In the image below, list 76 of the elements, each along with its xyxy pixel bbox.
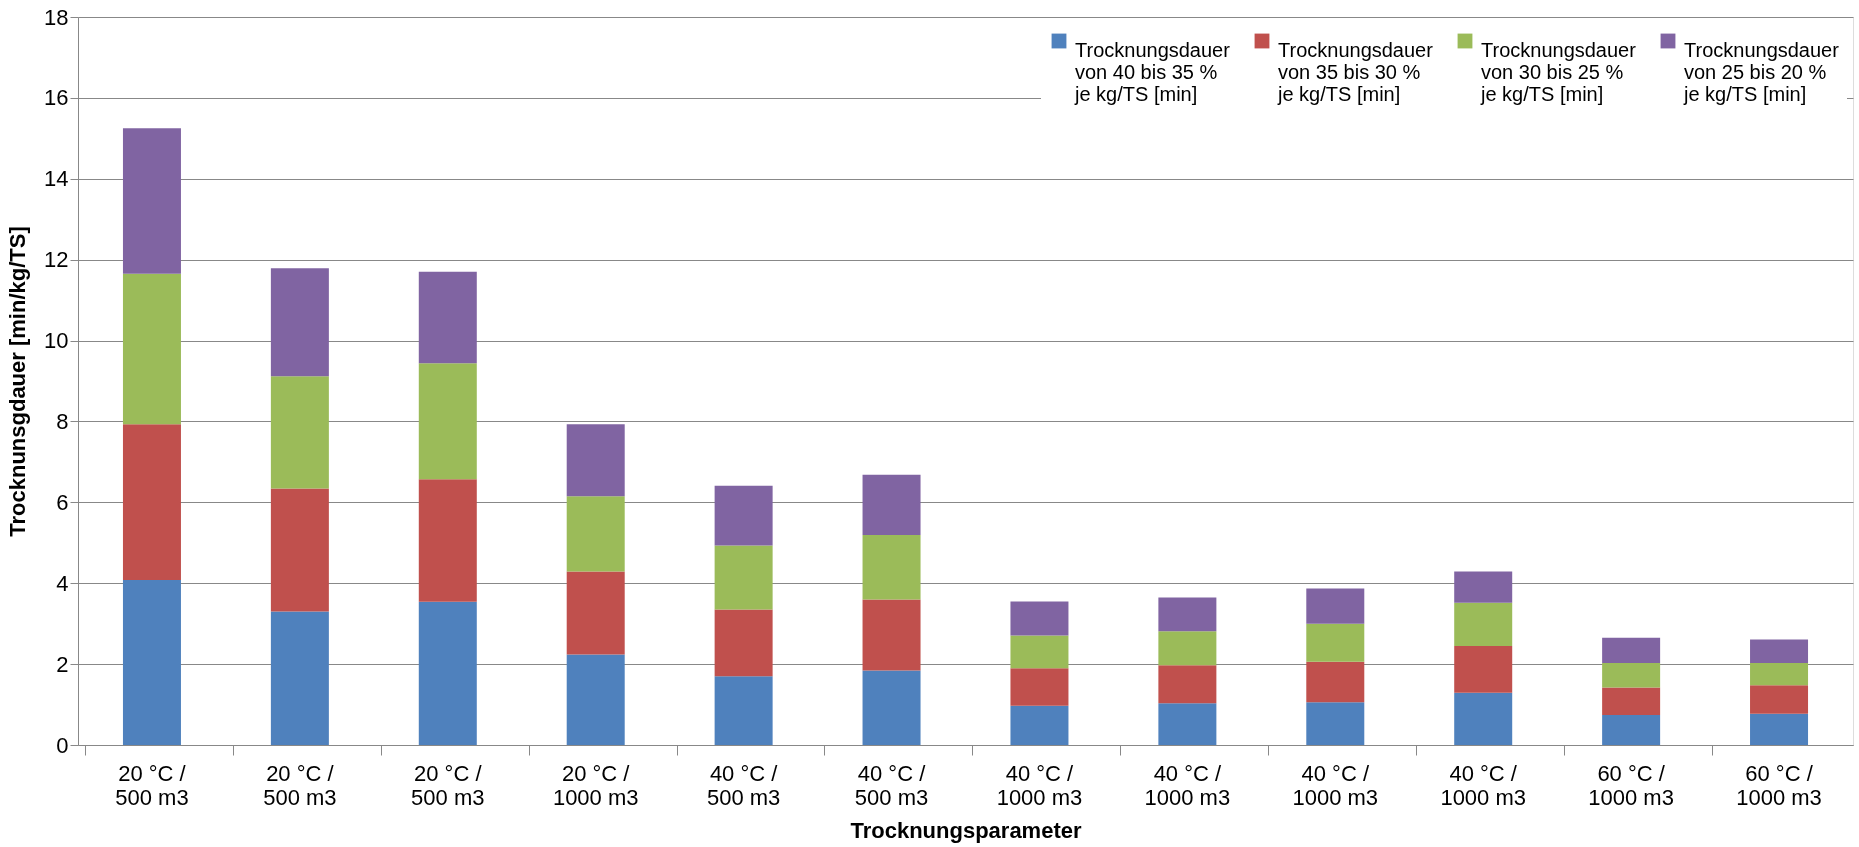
bar (862, 474, 921, 536)
y-tick-label: 0 (56, 732, 69, 758)
y-tick-label: 18 (44, 4, 69, 30)
legend-label: Trocknungsdauer von 25 bis 20 % je kg/TS [min] (1683, 39, 1840, 105)
bar (1306, 702, 1365, 745)
bar (1602, 637, 1661, 663)
bar (1454, 692, 1513, 745)
x-tick-label: 40 °C / 1000 m3 (1292, 760, 1379, 810)
bar (1306, 623, 1365, 662)
bar (1010, 635, 1069, 669)
y-tick-label: 8 (56, 408, 69, 434)
bar (862, 670, 921, 745)
x-tick-label: 40 °C / 1000 m3 (1144, 760, 1231, 810)
bar (1750, 713, 1809, 745)
x-tick-label: 20 °C / 500 m3 (411, 760, 485, 810)
bar (1602, 715, 1661, 745)
bar (862, 599, 921, 671)
y-tick-label: 10 (44, 328, 69, 354)
bar (566, 496, 625, 572)
bar (862, 535, 921, 600)
x-tick-label: 20 °C / 1000 m3 (552, 760, 639, 810)
bar (1158, 703, 1217, 745)
y-axis-title: Trocknunsgdauer [min/kg/TS] (5, 226, 31, 537)
bar (418, 479, 477, 602)
bar (566, 654, 625, 745)
y-tick-label: 2 (56, 651, 69, 677)
bar (714, 676, 773, 745)
bar (270, 488, 329, 612)
bar (1158, 631, 1217, 666)
bar (1010, 705, 1069, 745)
y-tick-label: 16 (44, 85, 69, 111)
x-tick-label: 40 °C / 1000 m3 (1440, 760, 1527, 810)
bar (1010, 601, 1069, 636)
bar (1750, 685, 1809, 714)
bar (1158, 665, 1217, 704)
bar (714, 485, 773, 546)
bar (270, 268, 329, 377)
bar (270, 376, 329, 489)
x-tick-label: 20 °C / 500 m3 (263, 760, 337, 810)
bar (418, 601, 477, 745)
bar (418, 363, 477, 480)
x-tick-label: 40 °C / 500 m3 (706, 760, 781, 810)
bar (418, 271, 477, 364)
y-tick-label: 4 (56, 570, 69, 596)
x-tick-label: 20 °C / 500 m3 (115, 760, 189, 810)
bar (714, 545, 773, 610)
bar (714, 609, 773, 677)
bar (122, 424, 181, 580)
x-tick-label: 40 °C / 1000 m3 (996, 760, 1083, 810)
y-tick-label: 12 (44, 247, 69, 273)
bar (1454, 571, 1513, 603)
x-axis-title: Trocknungsparameter (850, 817, 1082, 843)
bar (1158, 597, 1217, 632)
bar (1454, 645, 1513, 693)
bar (122, 128, 181, 274)
bar (1750, 662, 1809, 686)
bar (1010, 668, 1069, 706)
bar (1306, 661, 1365, 703)
bar (270, 611, 329, 745)
bar (1602, 662, 1661, 688)
x-tick-label: 40 °C / 500 m3 (854, 760, 929, 810)
y-tick-label: 6 (56, 489, 69, 515)
y-tick-label: 14 (44, 166, 69, 192)
x-tick-label: 60 °C / 1000 m3 (1588, 760, 1674, 810)
x-tick-label: 60 °C / 1000 m3 (1736, 760, 1822, 810)
bar (566, 424, 625, 497)
bar (1454, 602, 1513, 646)
bar (122, 273, 181, 425)
bar (1306, 588, 1365, 624)
legend-label: Trocknungsdauer von 40 bis 35 % je kg/TS [min] (1074, 39, 1231, 105)
bar (122, 579, 181, 745)
legend-label: Trocknungsdauer von 30 bis 25 % je kg/TS [min] (1480, 39, 1637, 105)
legend-label: Trocknungsdauer von 35 bis 30 % je kg/TS [min] (1277, 39, 1434, 105)
bar (1750, 639, 1809, 663)
bar (566, 571, 625, 655)
bar (1602, 687, 1661, 716)
